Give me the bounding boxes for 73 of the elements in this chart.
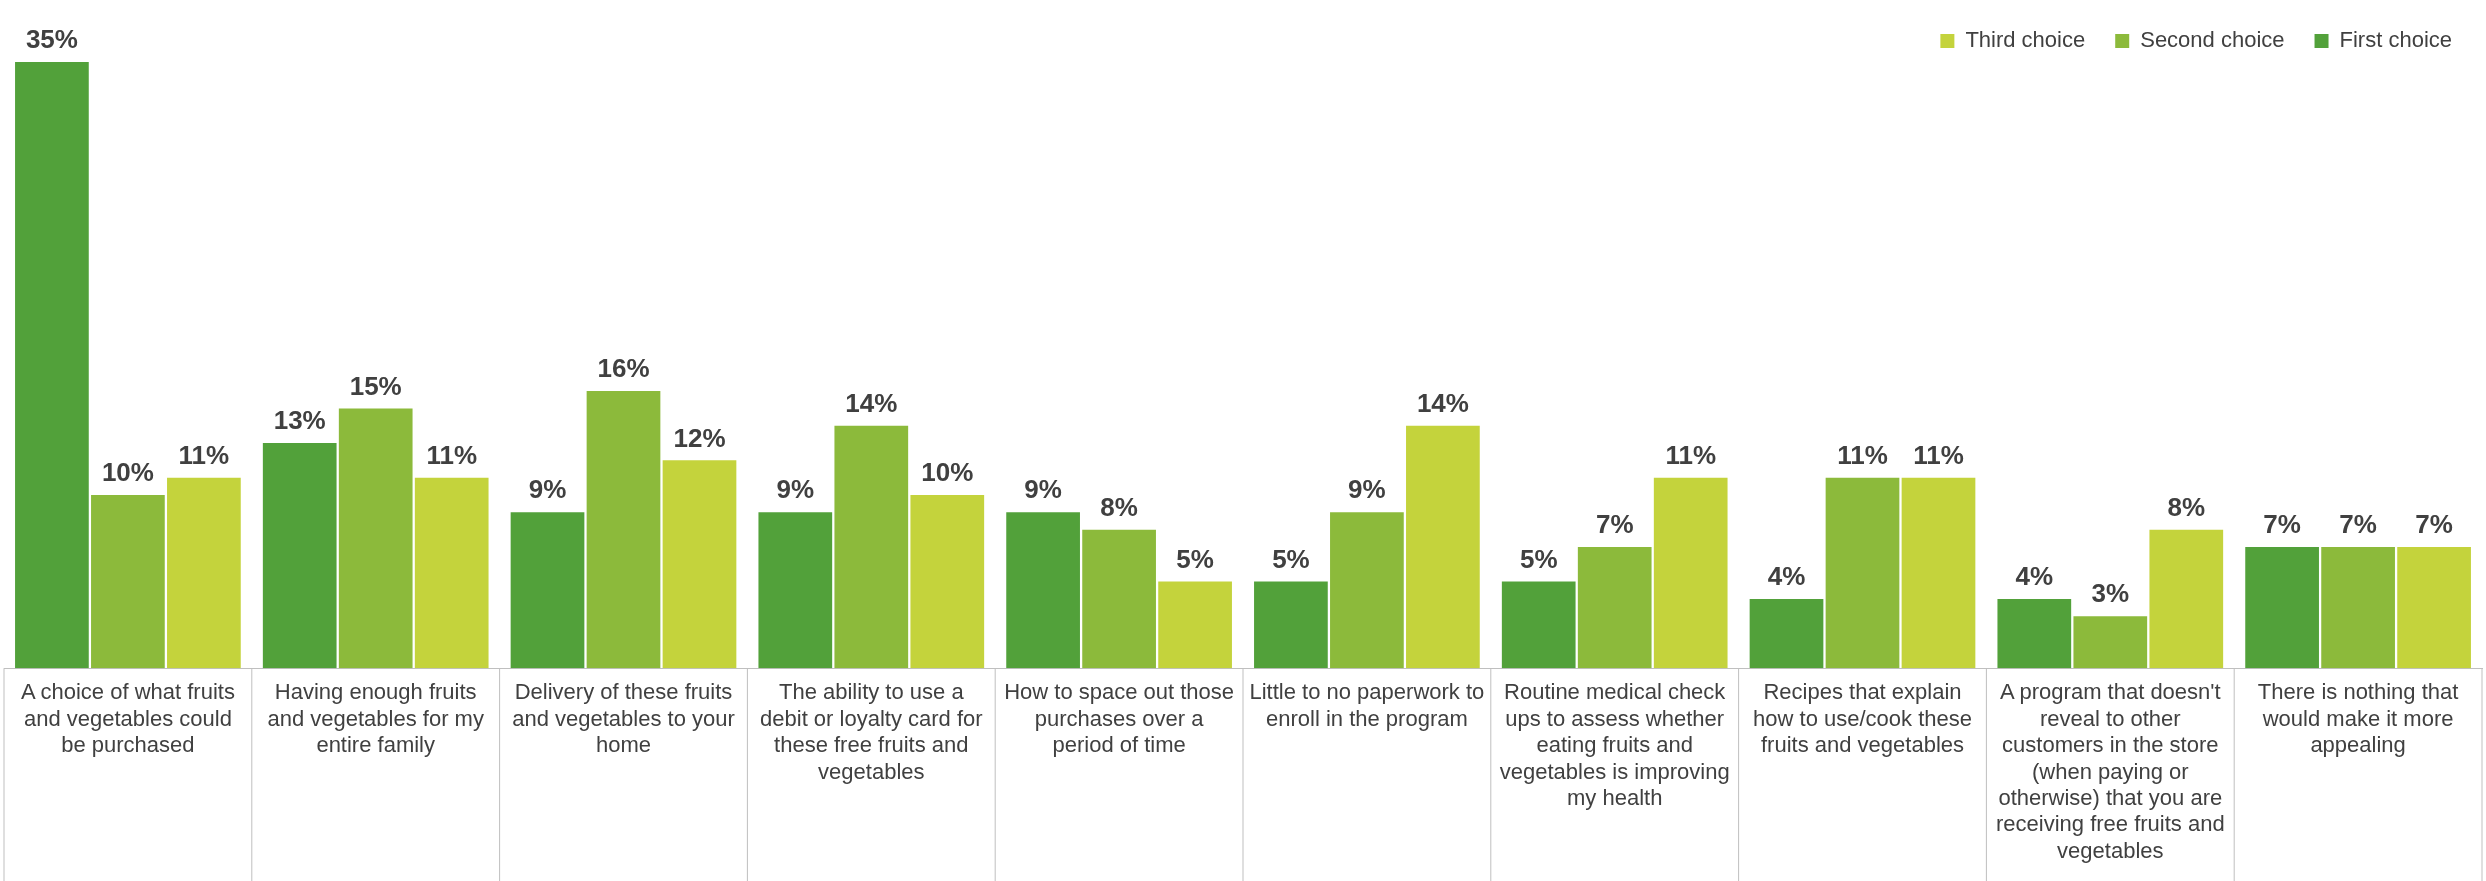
data-label: 9% bbox=[1348, 474, 1386, 505]
bar bbox=[586, 391, 661, 669]
data-label: 13% bbox=[273, 405, 326, 436]
bar bbox=[15, 62, 89, 669]
x-tick-label: Recipes that explain how to use/cook these fruits and vegetables bbox=[1753, 679, 1972, 758]
bar bbox=[1006, 512, 1080, 669]
data-label: 9% bbox=[1024, 474, 1062, 505]
data-label: 15% bbox=[349, 370, 402, 401]
data-label: 10% bbox=[101, 457, 154, 488]
x-tick-label: Having enough fruits and vegetables for my entire family bbox=[267, 679, 484, 758]
bar bbox=[1749, 598, 1824, 669]
bar bbox=[414, 477, 489, 669]
bar bbox=[1901, 477, 1976, 669]
data-label: 8% bbox=[2167, 491, 2206, 522]
data-label: 3% bbox=[2091, 578, 2130, 609]
x-tick-label: Routine medical check ups to assess whether eating fruits and vegetables is improving my health bbox=[1499, 679, 1730, 811]
bar bbox=[910, 495, 985, 669]
data-label: 9% bbox=[776, 474, 815, 505]
x-tick-label: There is nothing that would make it more appealing bbox=[2257, 679, 2459, 758]
x-tick-label: A program that doesn't reveal to other customers in the store (when paying or otherwise) that you are receiving free fruits and vegetables bbox=[1995, 679, 2225, 863]
bar bbox=[1997, 598, 2072, 669]
data-label: 5% bbox=[1272, 543, 1310, 574]
data-label: 7% bbox=[2339, 509, 2377, 540]
data-label: 4% bbox=[2015, 561, 2054, 592]
data-label: 4% bbox=[1767, 561, 1806, 592]
bar bbox=[1406, 425, 1480, 669]
data-label: 14% bbox=[845, 387, 898, 418]
x-tick-label: How to space out those purchases over a period of time bbox=[1004, 679, 1235, 758]
legend-label: Third choice bbox=[1965, 27, 2086, 53]
x-tick-label: Delivery of these fruits and vegetables to your home bbox=[512, 679, 735, 758]
data-label: 9% bbox=[528, 474, 567, 505]
data-label: 12% bbox=[673, 422, 726, 453]
data-label: 11% bbox=[1837, 439, 1888, 470]
bar bbox=[2321, 546, 2395, 669]
legend-label: Second choice bbox=[2140, 27, 2285, 53]
data-label: 7% bbox=[2263, 509, 2301, 540]
data-label: 11% bbox=[1913, 439, 1964, 470]
bar bbox=[91, 495, 165, 669]
data-label: 11% bbox=[1665, 439, 1716, 470]
bar bbox=[510, 512, 585, 669]
bar bbox=[1158, 581, 1232, 669]
bar bbox=[662, 460, 737, 669]
bar bbox=[1653, 477, 1728, 669]
bar bbox=[2149, 529, 2224, 669]
bar bbox=[2245, 546, 2319, 669]
legend-label: First choice bbox=[2339, 27, 2453, 53]
bar bbox=[1501, 581, 1576, 669]
x-tick-label: The ability to use a debit or loyalty card for these free fruits and vegetables bbox=[760, 679, 983, 784]
data-label: 11% bbox=[426, 439, 477, 470]
x-tick-label: Little to no paperwork to enroll in the program bbox=[1249, 679, 1485, 731]
bar bbox=[758, 512, 833, 669]
bar bbox=[2397, 546, 2471, 669]
bar bbox=[2073, 616, 2148, 669]
data-label: 35% bbox=[25, 24, 78, 55]
bar bbox=[834, 425, 909, 669]
bar bbox=[1330, 512, 1404, 669]
data-label: 11% bbox=[178, 439, 230, 470]
data-label: 8% bbox=[1100, 491, 1138, 522]
data-label: 7% bbox=[2415, 509, 2453, 540]
bar bbox=[1577, 546, 1652, 669]
data-label: 10% bbox=[921, 457, 974, 488]
bar bbox=[338, 408, 413, 669]
bar bbox=[262, 443, 337, 669]
x-tick-label: A choice of what fruits and vegetables could be purchased bbox=[20, 679, 235, 758]
data-label: 16% bbox=[597, 353, 650, 384]
bar bbox=[167, 477, 241, 669]
bar bbox=[1825, 477, 1900, 669]
bar bbox=[1254, 581, 1328, 669]
data-label: 5% bbox=[1519, 543, 1558, 574]
data-label: 14% bbox=[1416, 387, 1469, 418]
data-label: 5% bbox=[1176, 543, 1214, 574]
bar bbox=[1082, 529, 1156, 669]
data-label: 7% bbox=[1595, 509, 1634, 540]
